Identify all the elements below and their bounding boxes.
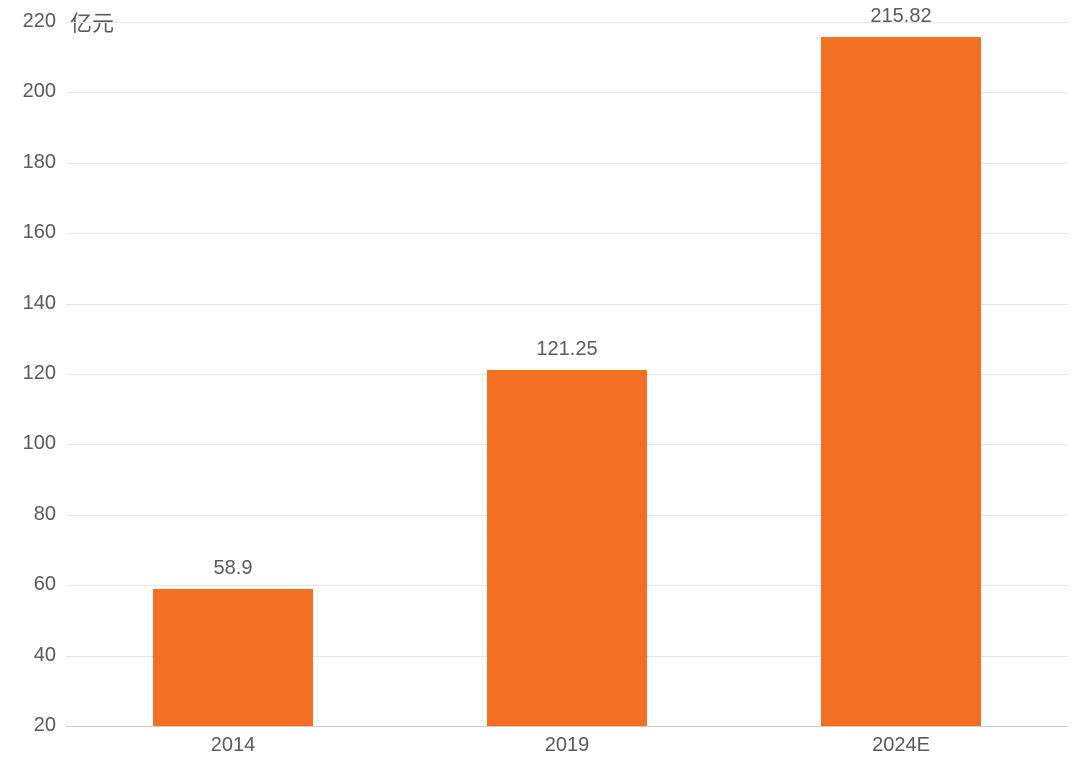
x-tick-label: 2019 <box>545 734 590 757</box>
y-tick-label: 200 <box>23 80 56 103</box>
x-tick-label: 2014 <box>211 734 256 757</box>
bar-chart: 亿元2040608010012014016018020022058.920141… <box>0 0 1080 769</box>
y-tick-label: 220 <box>23 10 56 33</box>
bar-value-label: 58.9 <box>214 557 253 580</box>
y-tick-label: 140 <box>23 292 56 315</box>
y-tick-label: 20 <box>34 714 56 737</box>
bar <box>821 37 981 726</box>
y-tick-label: 80 <box>34 503 56 526</box>
bar <box>487 370 647 726</box>
x-tick-label: 2024E <box>872 734 930 757</box>
y-tick-label: 120 <box>23 362 56 385</box>
bar-value-label: 215.82 <box>870 5 931 28</box>
y-tick-label: 100 <box>23 432 56 455</box>
bar-value-label: 121.25 <box>536 338 597 361</box>
y-tick-label: 60 <box>34 573 56 596</box>
y-tick-label: 40 <box>34 644 56 667</box>
bar <box>153 589 313 726</box>
x-axis-line <box>66 726 1068 727</box>
y-tick-label: 180 <box>23 151 56 174</box>
y-tick-label: 160 <box>23 221 56 244</box>
